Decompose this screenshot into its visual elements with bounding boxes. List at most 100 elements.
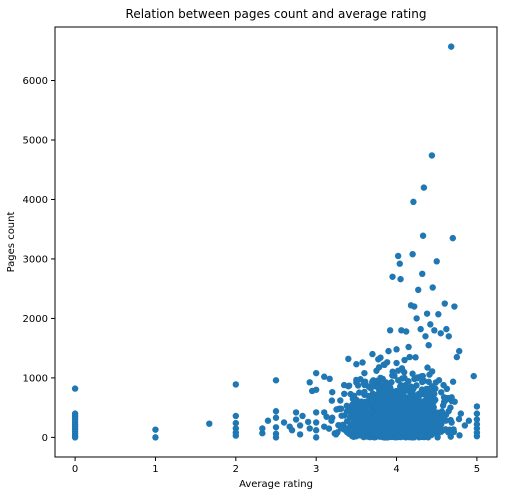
scatter-point [420,184,428,191]
scatter-point [232,381,240,388]
axes-group: 0 1 2 3 4 5 0 1000 2000 3000 4000 5000 6000 [23,26,498,475]
scatter-point [396,260,403,267]
scatter-point [272,377,280,384]
scatter-point [386,327,394,334]
scatter-point [401,356,408,364]
scatter-point [434,434,441,441]
scatter-point [312,386,320,393]
scatter-point [152,426,159,433]
scatter-point [388,419,396,426]
scatter-point [333,406,340,413]
scatter-point [473,410,481,417]
scatter-point [402,328,410,335]
scatter-point [448,419,455,426]
scatter-point [424,434,432,441]
scatter-point [412,354,419,361]
scatter-point [326,375,333,383]
scatter-point [393,411,401,418]
scatter-point [365,425,373,432]
scatter-point [380,361,388,368]
scatter-point [361,388,368,396]
scatter-point [412,410,420,418]
scatter-point [354,407,362,414]
scatter-point [430,399,437,406]
scatter-point [375,433,382,440]
scatter-point [272,434,280,441]
scatter-point [435,311,442,318]
scatter-point [375,395,382,402]
scatter-point [340,381,348,389]
scatter-point [418,373,425,380]
scatter-point [312,369,320,377]
scatter-point [399,429,407,436]
scatter-point [369,350,376,358]
x-tick-label: 0 [72,464,78,475]
scatter-point [306,379,313,386]
scatter-point [453,353,461,361]
scatter-point [425,378,433,386]
scatter-point [259,425,266,432]
scatter-point [232,412,240,420]
scatter-point [387,430,394,437]
scatter-point [321,373,328,380]
scatter-point [375,364,383,371]
scatter-point [396,395,403,402]
scatter-point [345,355,352,363]
scatter-point [232,419,240,427]
y-tick-label: 0 [42,433,48,444]
scatter-point [360,427,367,435]
scatter-point [447,428,454,435]
scatter-point [383,420,390,428]
scatter-point [412,418,419,425]
scatter-point [398,375,406,382]
scatter-point [371,419,379,426]
scatter-point [341,390,348,398]
scatter-point [292,416,300,423]
scatter-point [280,419,288,426]
scatter-point [389,403,397,410]
scatter-point [415,393,422,400]
scatter-point [353,396,360,404]
scatter-point [445,333,452,340]
scatter-point [389,273,396,280]
scatter-point [312,419,320,426]
scatter-point [321,423,328,430]
scatter-point [296,431,304,438]
scatter-point [415,286,422,294]
scatter-point [465,417,473,424]
scatter-point [419,232,427,239]
scatter-point [427,321,434,328]
scatter-point [473,416,481,423]
scatter-point [406,353,413,361]
x-tick-label: 1 [152,464,158,475]
y-tick-label: 5000 [23,136,48,147]
scatter-point [389,368,396,375]
scatter-point [451,303,458,310]
plot-frame [54,26,498,458]
scatter-point [424,364,431,371]
y-tick-label: 3000 [23,254,48,265]
scatter-point [353,376,360,384]
scatter-point [312,409,320,416]
scatter-point [328,417,335,424]
scatter-point [406,429,413,436]
scatter-point [379,375,386,383]
scatter-point [373,404,380,411]
scatter-point [71,385,79,392]
scatter-point [473,432,481,440]
scatter-point [409,250,416,258]
scatter-point [366,394,374,401]
scatter-point [329,388,336,396]
scatter-point [410,198,417,206]
scatter-point [470,372,477,380]
x-tick-label: 3 [313,464,319,475]
scatter-point [304,418,312,426]
scatter-point [299,412,306,420]
x-axis-label: Average rating [239,479,313,490]
scatter-point [440,381,447,389]
scatter-point [272,424,280,431]
scatter-point [407,395,414,403]
scatter-point [288,427,296,434]
y-axis-label: Pages count [6,212,17,273]
scatter-point [419,270,426,278]
